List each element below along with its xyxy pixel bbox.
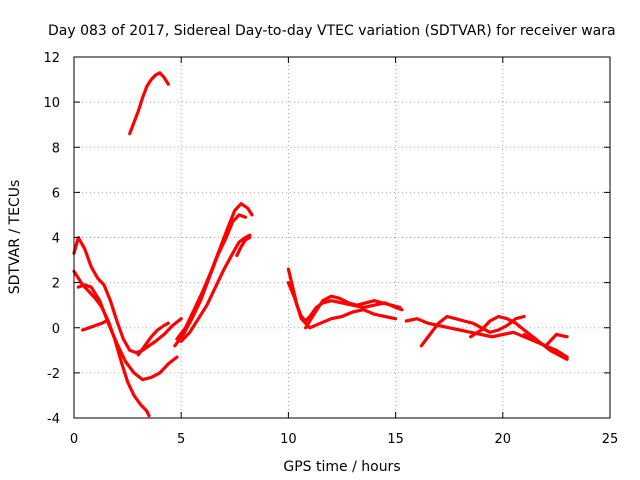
- y-tick-label: -4: [47, 412, 60, 427]
- data-series: [72, 71, 569, 418]
- series-arc-l: [286, 281, 398, 330]
- series-arc-k: [286, 267, 404, 323]
- series-arc-m: [304, 294, 402, 330]
- series-arc-c: [72, 235, 183, 355]
- x-tick-label: 5: [177, 432, 185, 447]
- x-tick-label: 10: [280, 432, 297, 447]
- y-tick-label: -2: [47, 367, 60, 382]
- series-arc-p: [469, 314, 569, 361]
- y-tick-label: 0: [52, 322, 60, 337]
- y-tick-label: 2: [52, 277, 60, 292]
- x-tick-label: 25: [602, 432, 619, 447]
- series-arc-e: [80, 319, 108, 332]
- axis-ticks: 0 5 10 15 20 25 -4 -2 0 2 4 6 8 10 12: [43, 51, 618, 447]
- series-arc-q: [522, 332, 569, 348]
- series-arc-i: [179, 233, 252, 343]
- series-arc-b: [72, 269, 151, 418]
- y-tick-label: 12: [43, 51, 60, 66]
- y-tick-label: 4: [52, 232, 60, 247]
- x-tick-label: 15: [387, 432, 404, 447]
- series-arc-d: [76, 283, 179, 382]
- series-arc-j: [235, 235, 252, 258]
- series-arc-a: [128, 71, 170, 136]
- y-tick-label: 10: [43, 96, 60, 111]
- series-arc-o: [419, 314, 526, 348]
- series-arc-g: [175, 202, 254, 341]
- grid: [74, 57, 610, 418]
- chart-title: Day 083 of 2017, Sidereal Day-to-day VTE…: [48, 23, 616, 39]
- y-tick-label: 8: [52, 141, 60, 156]
- y-axis-label: SDTVAR / TECUs: [7, 180, 23, 295]
- x-axis-label: GPS time / hours: [283, 459, 400, 475]
- series-arc-f: [136, 321, 170, 357]
- x-tick-label: 20: [495, 432, 512, 447]
- y-tick-label: 6: [52, 186, 60, 201]
- x-tick-label: 0: [70, 432, 78, 447]
- series-arc-h: [173, 213, 248, 348]
